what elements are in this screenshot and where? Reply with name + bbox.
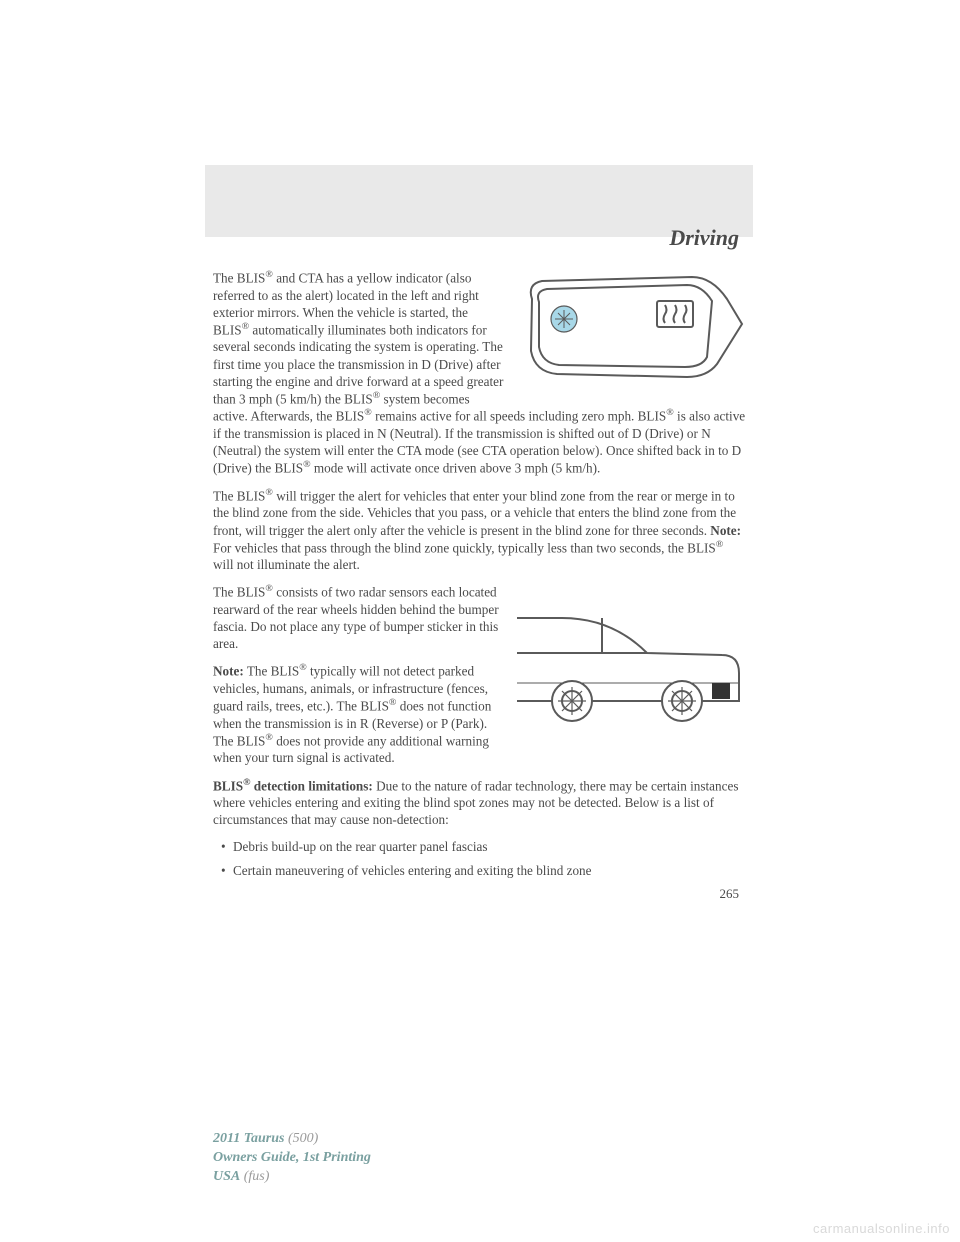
text-bold: BLIS	[213, 778, 243, 793]
text: The BLIS	[244, 664, 299, 679]
footer-code: (500)	[288, 1131, 318, 1146]
reg-mark: ®	[265, 487, 273, 498]
footer-region: USA	[213, 1169, 240, 1184]
footer-model: 2011 Taurus	[213, 1131, 284, 1146]
sensor-marker	[712, 683, 730, 699]
page-content: Driving The BLIS® and CTA has a y	[213, 225, 747, 902]
paragraph-2: The BLIS® will trigger the alert for veh…	[213, 487, 747, 574]
list-item: Certain maneuvering of vehicles entering…	[221, 862, 747, 880]
text: The BLIS	[213, 585, 265, 600]
footer-fus: (fus)	[244, 1169, 270, 1184]
list-item: Debris build-up on the rear quarter pane…	[221, 838, 747, 856]
text: mode will activate once driven above 3 m…	[311, 461, 601, 476]
footer-guide: Owners Guide, 1st Printing	[213, 1149, 371, 1168]
mirror-svg	[517, 269, 747, 389]
text: For vehicles that pass through the blind…	[213, 540, 716, 555]
reg-mark: ®	[299, 662, 307, 673]
car-svg	[517, 583, 747, 733]
reg-mark: ®	[666, 407, 674, 418]
reg-mark: ®	[265, 732, 273, 743]
text: remains active for all speeds including …	[372, 409, 666, 424]
note-label: Note:	[710, 523, 741, 538]
reg-mark: ®	[364, 407, 372, 418]
bullet-list: Debris build-up on the rear quarter pane…	[221, 838, 747, 880]
text: The BLIS	[213, 488, 265, 503]
defrost-icon	[657, 301, 693, 327]
note-label: Note:	[213, 664, 244, 679]
text: will trigger the alert for vehicles that…	[213, 488, 736, 537]
reg-mark: ®	[242, 321, 250, 332]
section-title: Driving	[213, 225, 747, 251]
reg-mark: ®	[303, 459, 311, 470]
page-number: 265	[213, 886, 747, 902]
reg-mark: ®	[716, 539, 724, 550]
car-illustration	[517, 583, 747, 738]
mirror-illustration	[517, 269, 747, 394]
text: The BLIS	[213, 270, 265, 285]
reg-mark: ®	[265, 583, 273, 594]
text: will not illuminate the alert.	[213, 557, 360, 572]
text-bold: detection limitations:	[250, 778, 372, 793]
paragraph-5: BLIS® detection limitations: Due to the …	[213, 777, 747, 829]
reg-mark: ®	[265, 269, 273, 280]
page-footer: 2011 Taurus (500) Owners Guide, 1st Prin…	[213, 1130, 371, 1187]
watermark: carmanualsonline.info	[813, 1221, 950, 1236]
